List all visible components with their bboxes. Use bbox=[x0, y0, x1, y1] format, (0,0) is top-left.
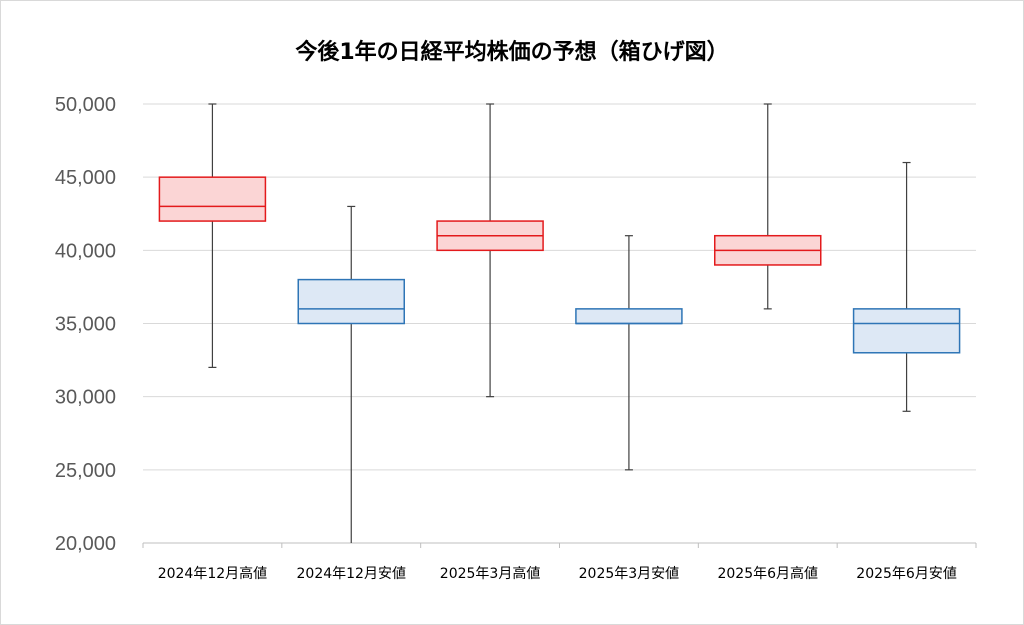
x-tick-label: 2025年6月高値 bbox=[717, 565, 818, 582]
x-tick-label: 2024年12月高値 bbox=[158, 565, 267, 582]
y-tick-label: 45,000 bbox=[55, 167, 116, 189]
box-iqr bbox=[158, 176, 267, 222]
x-tick-label: 2025年6月安値 bbox=[856, 566, 957, 582]
chart-title: 今後1年の日経平均株価の予想（箱ひげ図） bbox=[295, 40, 729, 65]
y-tick-label: 40,000 bbox=[55, 240, 116, 262]
x-tick-label: 2025年3月安値 bbox=[579, 566, 680, 582]
box-iqr bbox=[297, 278, 405, 325]
box-iqr bbox=[852, 308, 961, 354]
y-tick-label: 50,000 bbox=[55, 94, 116, 116]
y-tick-label: 35,000 bbox=[55, 314, 116, 336]
x-tick-label: 2025年3月高値 bbox=[440, 565, 541, 582]
y-tick-label: 20,000 bbox=[55, 533, 116, 555]
y-tick-label: 30,000 bbox=[55, 387, 116, 409]
x-tick-label: 2024年12月安値 bbox=[297, 566, 406, 582]
y-tick-label: 25,000 bbox=[55, 460, 116, 482]
box-iqr bbox=[575, 308, 683, 325]
